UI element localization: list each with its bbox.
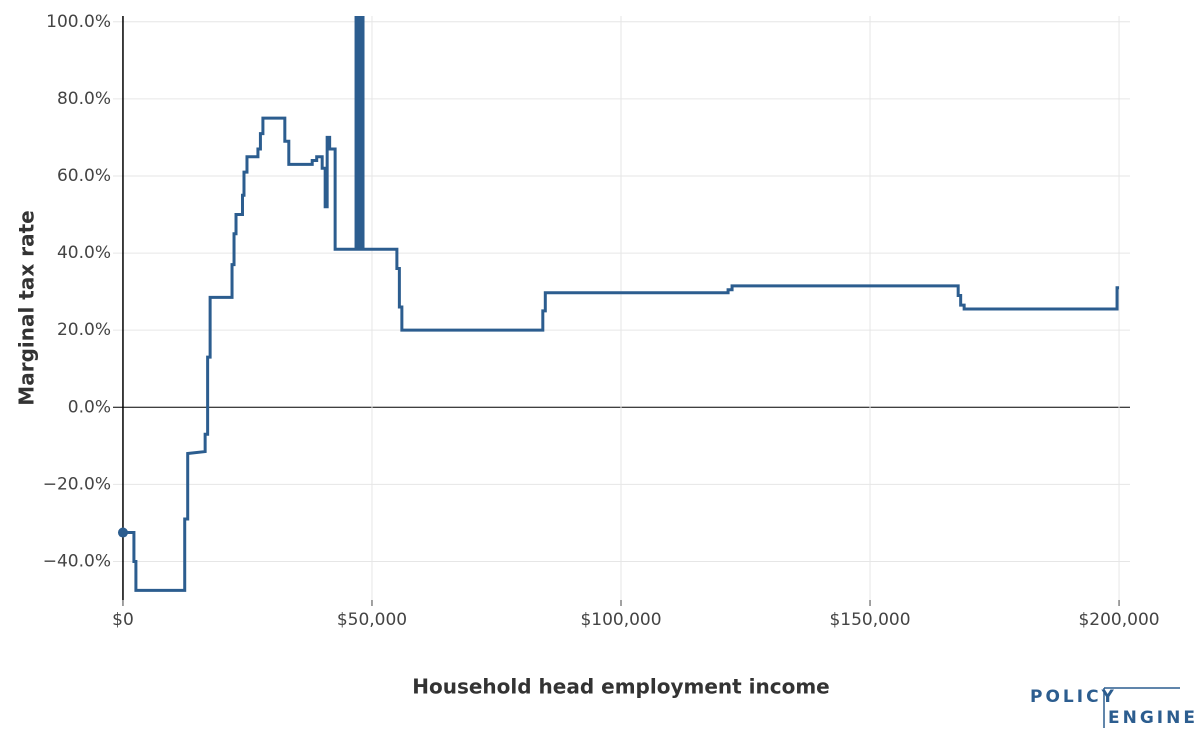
y-tick-label: 20.0% [57, 320, 111, 340]
x-tick-label: $0 [112, 610, 134, 630]
plot-area [122, 16, 1120, 592]
grid [113, 16, 1130, 600]
x-tick-label: $200,000 [1078, 610, 1159, 630]
x-tick-label: $100,000 [580, 610, 661, 630]
y-tick-label: −20.0% [43, 474, 111, 494]
y-tick-label: 40.0% [57, 243, 111, 263]
y-tick-label: −40.0% [43, 551, 111, 571]
labels: −40.0% −20.0% 0.0% 20.0% 40.0% 60.0% 80.0% 100.… [43, 12, 1160, 630]
y-axis-title: Marginal tax rate [15, 210, 39, 405]
y-tick-label: 80.0% [57, 89, 111, 109]
y-tick-label: 0.0% [68, 397, 111, 417]
x-tick-label: $150,000 [829, 610, 910, 630]
x-axis-title: Household head employment income [412, 675, 830, 699]
highlight-point [117, 527, 128, 538]
y-tick-label: 60.0% [57, 166, 111, 186]
line [122, 16, 1120, 592]
y-tick-label: 100.0% [46, 12, 111, 32]
logo-line1: POLICY [1030, 687, 1117, 707]
x-tick-label: $50,000 [337, 610, 407, 630]
logo: POLICY ENGINE [1030, 687, 1198, 728]
logo-line2: ENGINE [1108, 708, 1198, 728]
